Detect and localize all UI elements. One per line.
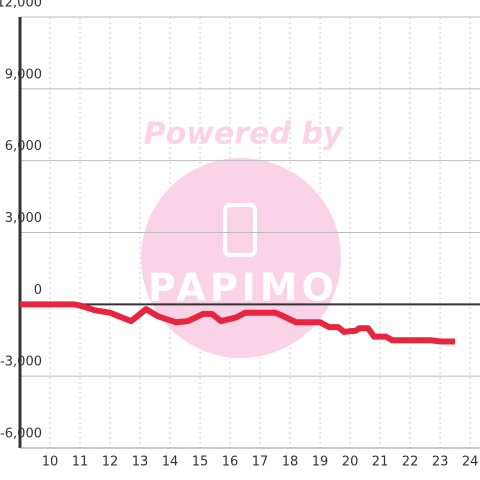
data-line <box>20 301 456 345</box>
x-tick-label: 21 <box>372 455 389 470</box>
y-tick-label: 0 <box>34 283 42 298</box>
x-tick-label: 10 <box>42 455 59 470</box>
x-tick-label: 11 <box>72 455 89 470</box>
watermark: Powered by PAPIMO <box>141 117 344 358</box>
watermark-circle <box>141 158 341 358</box>
y-tick-label: 3,000 <box>5 211 42 226</box>
y-tick-label: 12,000 <box>0 0 42 11</box>
x-tick-label: 12 <box>102 455 119 470</box>
x-tick-label: 13 <box>132 455 149 470</box>
y-tick-label: 9,000 <box>5 67 42 82</box>
x-tick-label: 14 <box>162 455 179 470</box>
y-tick-label: 6,000 <box>5 139 42 154</box>
watermark-brand: PAPIMO <box>148 266 338 310</box>
watermark-title: Powered by <box>144 117 344 152</box>
watermark-icon <box>223 203 257 257</box>
x-tick-label: 23 <box>432 455 449 470</box>
x-tick-label: 19 <box>312 455 329 470</box>
x-tick-label: 20 <box>342 455 359 470</box>
x-tick-label: 17 <box>252 455 269 470</box>
x-tick-label: 18 <box>282 455 299 470</box>
x-tick-label: 22 <box>402 455 419 470</box>
x-tick-label: 16 <box>222 455 239 470</box>
x-tick-label: 15 <box>192 455 209 470</box>
x-tick-label: 24 <box>462 455 479 470</box>
